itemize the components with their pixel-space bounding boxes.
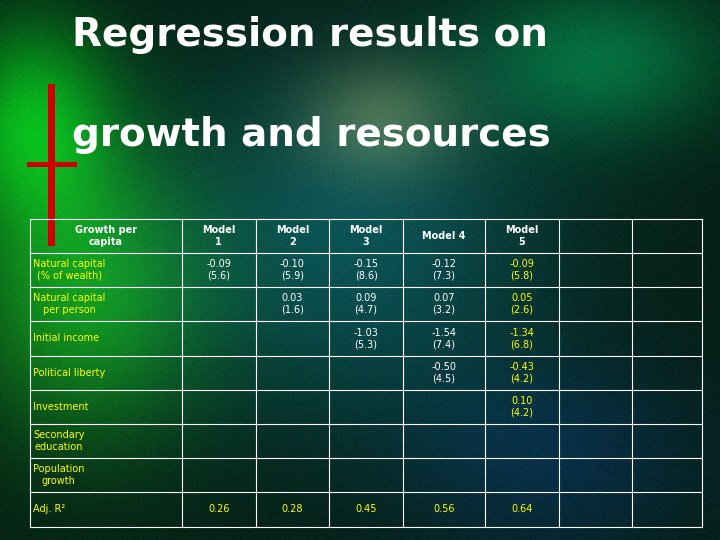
Text: -0.10
(5.9): -0.10 (5.9) <box>280 259 305 281</box>
Text: 0.03
(1.6): 0.03 (1.6) <box>281 293 304 315</box>
Bar <box>27 162 77 167</box>
Text: Model
3: Model 3 <box>349 225 383 247</box>
Text: -0.12
(7.3): -0.12 (7.3) <box>431 259 456 281</box>
Bar <box>48 84 55 246</box>
Text: 0.26: 0.26 <box>208 504 230 515</box>
Text: 0.10
(4.2): 0.10 (4.2) <box>510 396 534 417</box>
Text: -0.09
(5.6): -0.09 (5.6) <box>206 259 231 281</box>
Text: 0.56: 0.56 <box>433 504 455 515</box>
Text: Growth per
capita: Growth per capita <box>75 225 137 247</box>
Text: Political liberty: Political liberty <box>33 368 105 377</box>
Text: -0.15
(8.6): -0.15 (8.6) <box>354 259 379 281</box>
Text: Adj. R²: Adj. R² <box>33 504 66 515</box>
Text: Population
growth: Population growth <box>33 464 85 486</box>
Text: -1.03
(5.3): -1.03 (5.3) <box>354 328 379 349</box>
Text: 0.05
(2.6): 0.05 (2.6) <box>510 293 534 315</box>
Text: Investment: Investment <box>33 402 89 412</box>
Text: Regression results on: Regression results on <box>72 16 548 54</box>
Text: 0.09
(4.7): 0.09 (4.7) <box>355 293 377 315</box>
Text: Model
2: Model 2 <box>276 225 309 247</box>
Text: 0.07
(3.2): 0.07 (3.2) <box>433 293 456 315</box>
Text: Model
5: Model 5 <box>505 225 539 247</box>
Text: -0.43
(4.2): -0.43 (4.2) <box>509 362 534 383</box>
Text: -0.09
(5.8): -0.09 (5.8) <box>509 259 534 281</box>
Text: -1.34
(6.8): -1.34 (6.8) <box>509 328 534 349</box>
Text: 0.45: 0.45 <box>356 504 377 515</box>
Text: 0.28: 0.28 <box>282 504 303 515</box>
Text: 0.64: 0.64 <box>511 504 533 515</box>
Text: Model
1: Model 1 <box>202 225 235 247</box>
Text: Model 4: Model 4 <box>422 231 466 241</box>
Text: Initial income: Initial income <box>33 333 99 343</box>
Text: -1.54
(7.4): -1.54 (7.4) <box>431 328 456 349</box>
Text: Natural capital
(% of wealth): Natural capital (% of wealth) <box>33 259 106 281</box>
Text: growth and resources: growth and resources <box>72 116 551 154</box>
Text: Natural capital
per person: Natural capital per person <box>33 293 106 315</box>
Text: Secondary
education: Secondary education <box>33 430 85 452</box>
Text: -0.50
(4.5): -0.50 (4.5) <box>431 362 456 383</box>
